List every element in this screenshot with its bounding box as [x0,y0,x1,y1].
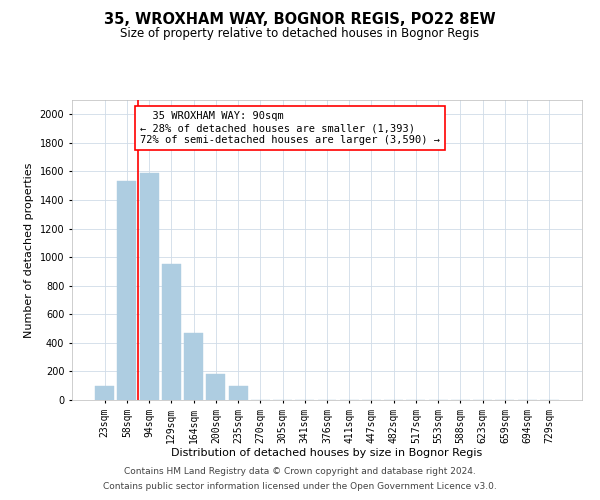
Bar [140,173,158,400]
Bar [162,264,181,400]
Bar [118,182,136,400]
Bar [229,386,248,400]
Bar [95,386,114,400]
Text: 35 WROXHAM WAY: 90sqm
← 28% of detached houses are smaller (1,393)
72% of semi-d: 35 WROXHAM WAY: 90sqm ← 28% of detached … [140,112,440,144]
Text: Contains public sector information licensed under the Open Government Licence v3: Contains public sector information licen… [103,482,497,491]
Bar [184,333,203,400]
X-axis label: Distribution of detached houses by size in Bognor Regis: Distribution of detached houses by size … [172,448,482,458]
Text: Size of property relative to detached houses in Bognor Regis: Size of property relative to detached ho… [121,28,479,40]
Bar [206,374,225,400]
Y-axis label: Number of detached properties: Number of detached properties [24,162,34,338]
Text: 35, WROXHAM WAY, BOGNOR REGIS, PO22 8EW: 35, WROXHAM WAY, BOGNOR REGIS, PO22 8EW [104,12,496,28]
Text: Contains HM Land Registry data © Crown copyright and database right 2024.: Contains HM Land Registry data © Crown c… [124,467,476,476]
